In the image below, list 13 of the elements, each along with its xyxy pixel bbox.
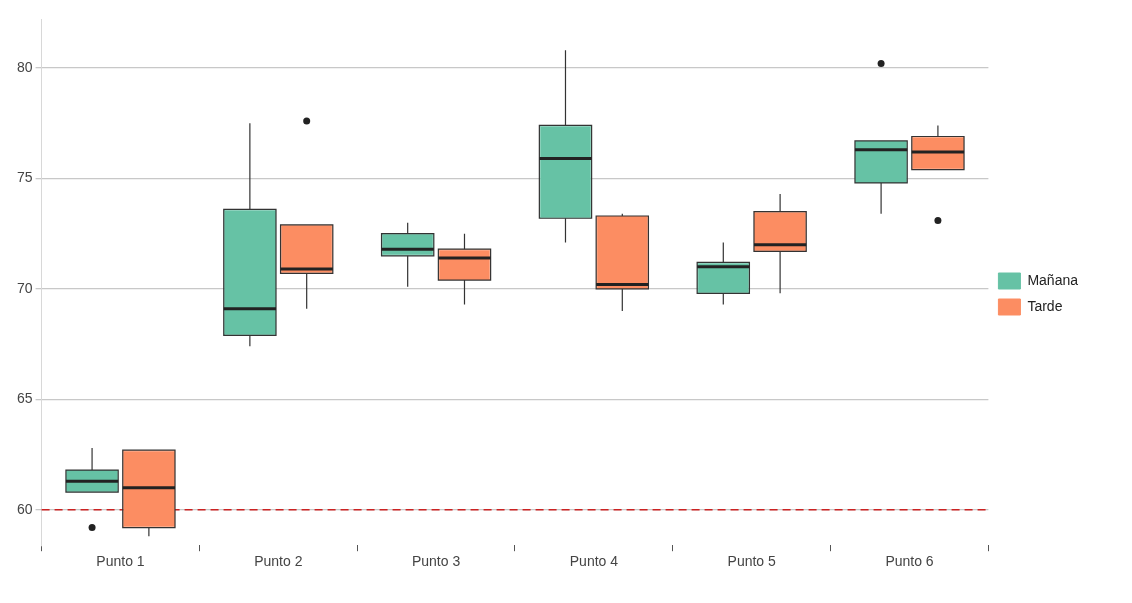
y-tick-label: 60 <box>16 500 33 517</box>
x-tick-label: Punto 6 <box>885 553 934 570</box>
x-tick-label: Punto 1 <box>96 553 145 570</box>
x-tick-label: Punto 2 <box>254 553 303 570</box>
y-tick-label: 70 <box>16 279 33 296</box>
y-tick-label: 75 <box>16 169 33 186</box>
y-tick-label: 80 <box>16 58 33 75</box>
x-tick-label: Punto 3 <box>411 553 461 570</box>
x-tick-label: Punto 5 <box>727 553 777 570</box>
legend-label: Tarde <box>1027 297 1063 314</box>
y-tick-label: 65 <box>16 390 33 407</box>
x-tick-label: Punto 4 <box>569 553 619 570</box>
legend-label: Mañana <box>1027 271 1079 288</box>
